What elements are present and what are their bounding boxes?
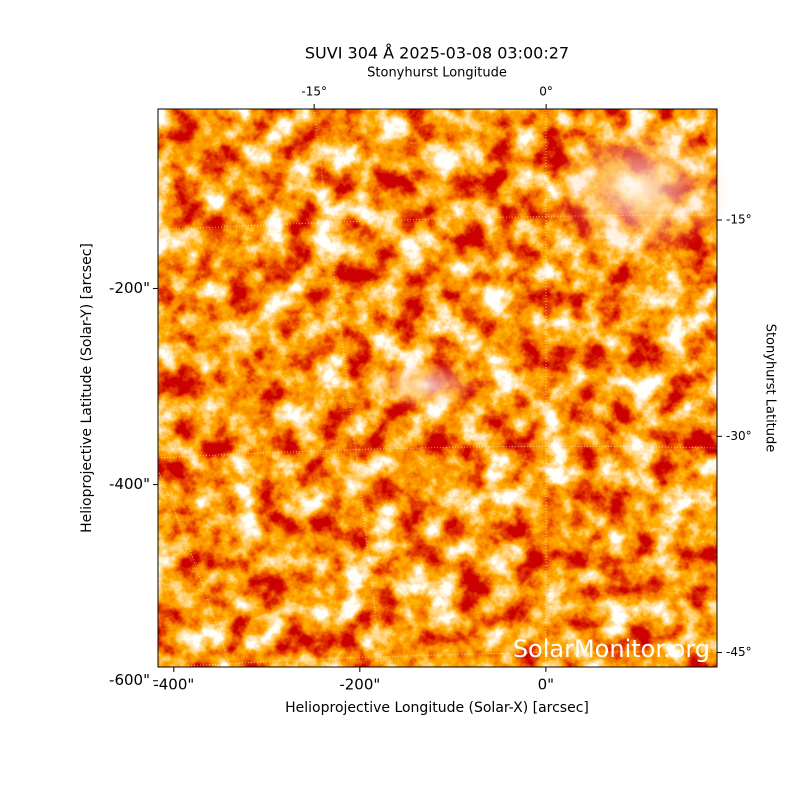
bright-patch [370,360,480,410]
y-tick-label: -400" [109,475,150,493]
axes-frame [157,108,718,668]
right-tick-label: -45° [726,645,752,659]
watermark: SolarMonitor.org [513,635,710,663]
grid-line [157,214,718,231]
right-tick-label: -15° [726,213,752,227]
top-axis-label: Stonyhurst Longitude [367,66,507,81]
x-tick-label: 0" [538,676,554,694]
x-tick-label: -200" [339,676,380,694]
grid-line [313,108,383,668]
active-region [550,120,730,260]
chart-title: SUVI 304 Å 2025-03-08 03:00:27 [305,44,569,63]
grid-line [157,445,718,459]
top-tick-label: -15° [301,85,327,99]
x-axis-label: Helioprojective Longitude (Solar-X) [arc… [285,700,589,716]
right-tick-label: -30° [726,429,752,443]
y-tick-label: -200" [109,279,150,297]
y-tick-label: -600" [109,671,150,689]
right-axis-label: Stonyhurst Latitude [763,324,778,453]
x-tick-label: -400" [153,676,194,694]
top-tick-label: 0° [539,85,553,99]
y-axis-label: Helioprojective Latitude (Solar-Y) [arcs… [79,243,95,533]
